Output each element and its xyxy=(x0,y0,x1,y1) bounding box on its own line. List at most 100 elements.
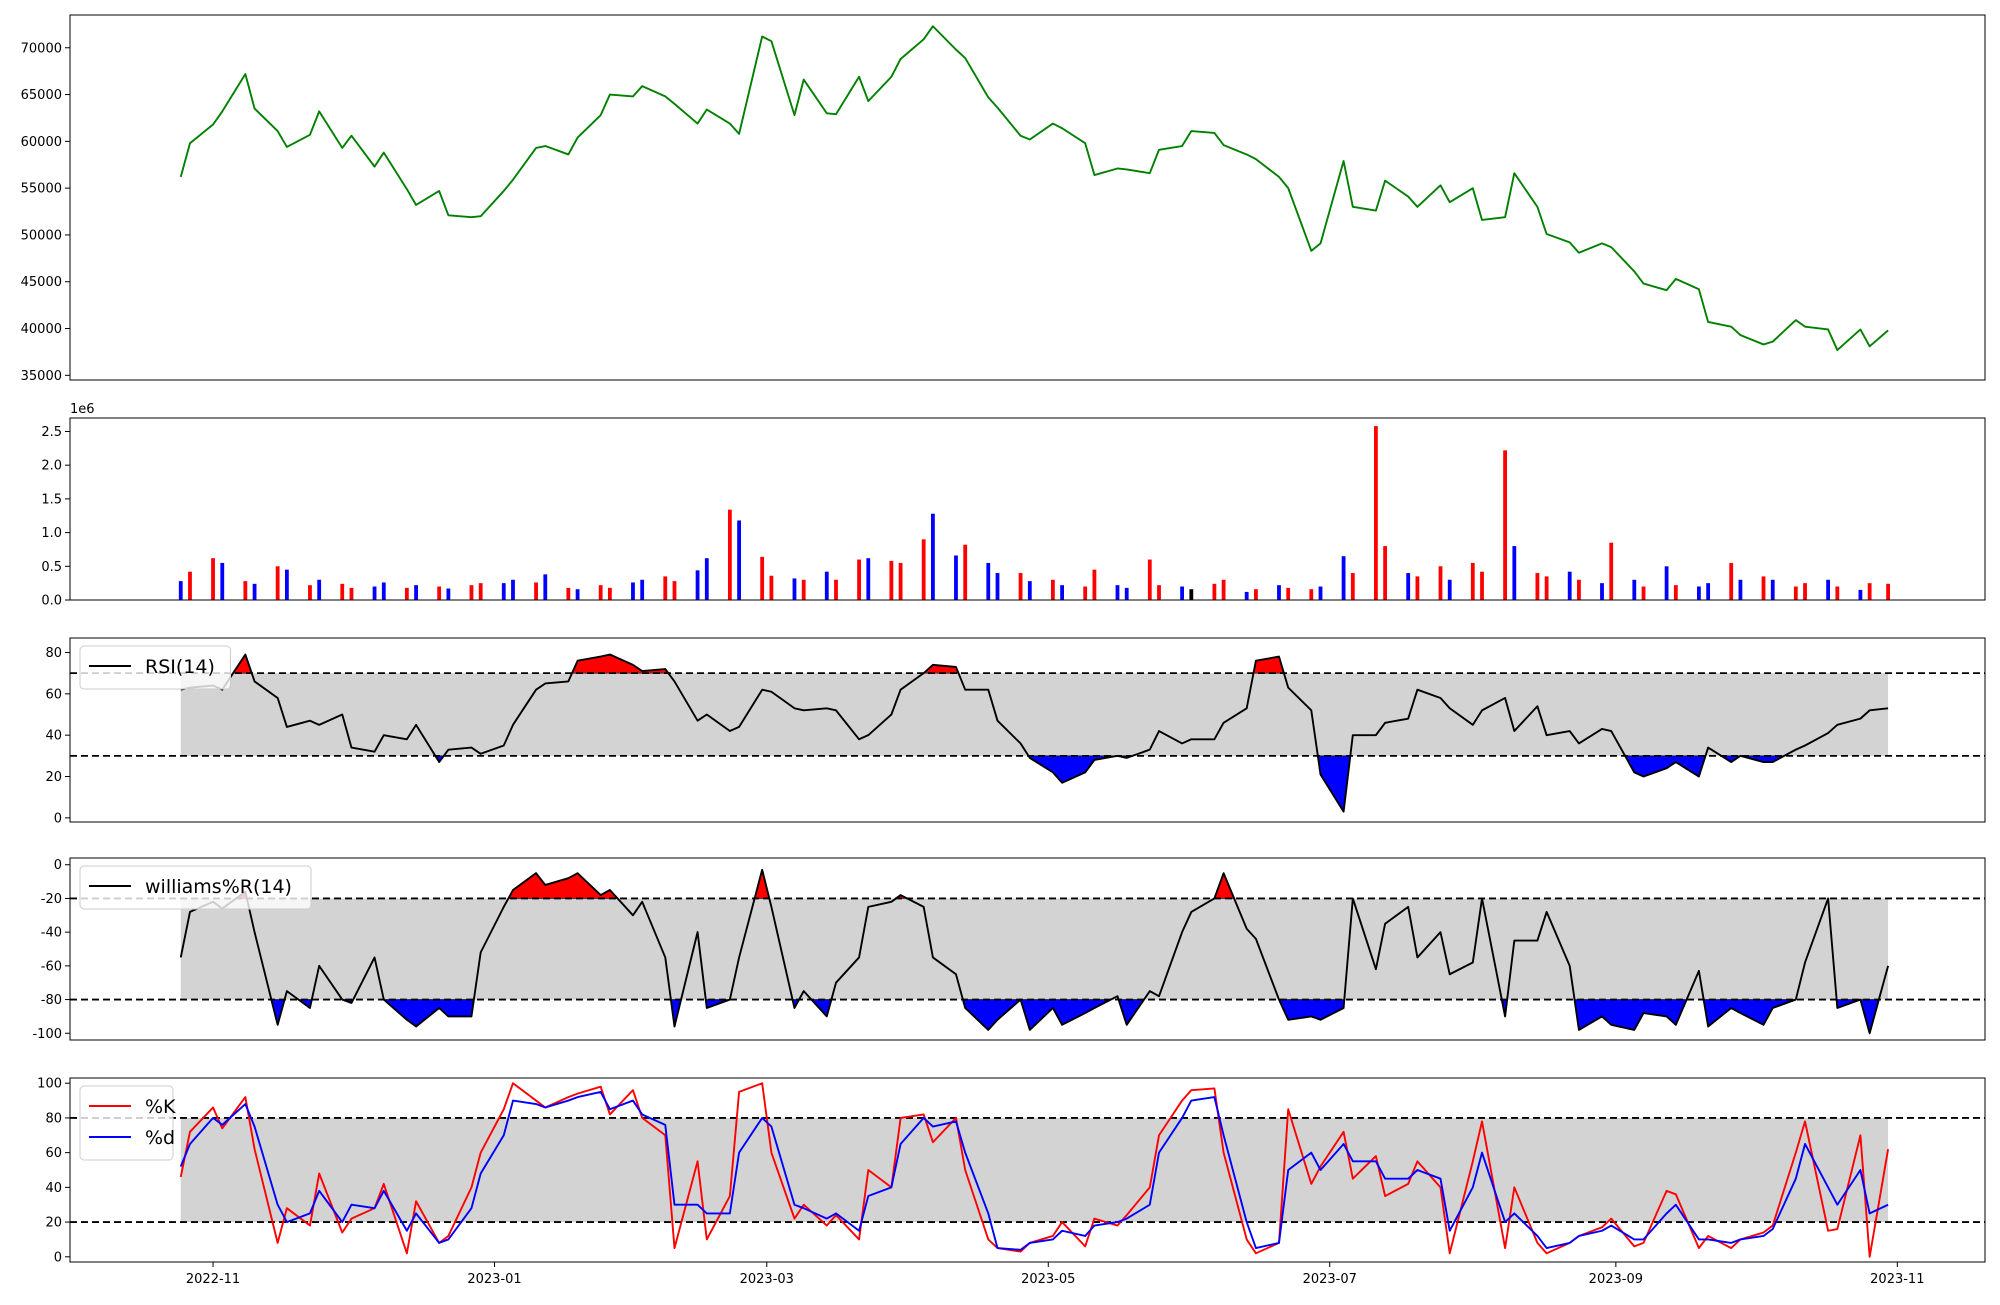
stochastic-series-line-1 xyxy=(179,1090,1889,1251)
volume-bar xyxy=(566,587,571,600)
volume-bar xyxy=(1535,573,1540,600)
volume-bar xyxy=(243,581,248,600)
volume-bar xyxy=(1793,586,1798,600)
volume-bar xyxy=(534,582,538,600)
stochastic-y-tick-label: 100 xyxy=(37,1077,62,1092)
volume-bar xyxy=(1318,586,1323,600)
price-y-tick-label: 50000 xyxy=(21,228,62,243)
volume-bar xyxy=(575,589,580,600)
volume-bar xyxy=(1115,585,1120,600)
volume-bar xyxy=(737,520,741,600)
williams-r-axes-frame xyxy=(69,857,1986,1041)
volume-y-tick-label: 0.5 xyxy=(41,560,62,575)
volume-bar xyxy=(446,588,451,600)
volume-y-tick-label: 2.0 xyxy=(41,459,62,474)
williams-r-y-tick-label: -60 xyxy=(41,959,62,974)
volume-bar xyxy=(1373,426,1378,600)
volume-bar xyxy=(178,581,183,600)
stochastic-panel: 0 20 40 60 80 100 2022-11 2023-01 2023-03 2023-05… xyxy=(37,1077,1986,1287)
volume-bar xyxy=(1212,583,1217,600)
volume-bar xyxy=(986,562,991,600)
volume-bar xyxy=(995,573,1000,600)
volume-panel: 1e6 0.0 0.5 1.0 1.5 2.0 2.5 xyxy=(41,402,1986,609)
volume-bar xyxy=(1886,583,1890,600)
price-y-tick-label: 45000 xyxy=(21,275,62,290)
price-y-tick-label: 70000 xyxy=(21,41,62,56)
volume-bar xyxy=(1050,579,1055,600)
volume-bar xyxy=(1350,573,1355,600)
volume-bar xyxy=(1438,566,1443,600)
volume-bar xyxy=(211,558,215,600)
volume-bar xyxy=(252,583,257,600)
volume-bar xyxy=(1858,589,1863,600)
volume-bar xyxy=(1600,583,1604,600)
rsi-plot-area xyxy=(70,653,1985,813)
volume-bar xyxy=(501,583,506,600)
volume-bar xyxy=(308,585,312,600)
volume-plot-area xyxy=(178,426,1890,600)
volume-bar xyxy=(598,585,603,600)
volume-bar xyxy=(727,509,732,600)
stochastic-band xyxy=(180,1117,1889,1223)
williams-r-y-tick-label: -20 xyxy=(41,892,62,907)
price-y-tick-label: 60000 xyxy=(21,135,62,150)
stochastic-legend-label: %K xyxy=(145,1096,176,1118)
volume-bar xyxy=(1189,589,1194,600)
x-tick-label: 2023-03 xyxy=(740,1272,794,1287)
x-tick-label: 2023-11 xyxy=(1870,1272,1924,1287)
volume-bar xyxy=(1221,579,1226,600)
volume-bar xyxy=(663,576,668,600)
volume-axes-frame xyxy=(69,417,1986,601)
volume-bar xyxy=(1770,579,1775,600)
volume-bar xyxy=(760,556,765,600)
volume-bar xyxy=(1341,556,1346,600)
volume-bar xyxy=(1018,573,1023,600)
price-series-line-0 xyxy=(179,25,1889,351)
stochastic-axes-frame xyxy=(69,1077,1986,1263)
volume-bar xyxy=(188,571,192,600)
volume-bar xyxy=(478,583,483,600)
volume-bar xyxy=(1092,569,1097,600)
volume-bar xyxy=(469,585,474,600)
rsi-y-tick-label: 60 xyxy=(45,687,62,702)
volume-bar xyxy=(1706,583,1711,600)
williams-r-band xyxy=(180,898,1889,1000)
volume-y-tick-label: 0.0 xyxy=(41,594,62,609)
volume-bar xyxy=(1244,591,1249,600)
williams-r-y-tick-label: -100 xyxy=(32,1027,62,1042)
volume-bar xyxy=(1738,579,1743,600)
volume-bar xyxy=(1447,579,1452,600)
x-tick-label: 2023-01 xyxy=(467,1272,521,1287)
rsi-y-tick-label: 0 xyxy=(54,811,62,826)
volume-bar xyxy=(889,560,894,600)
volume-bar xyxy=(921,539,926,600)
volume-bar xyxy=(704,558,709,600)
volume-bar xyxy=(381,582,386,600)
volume-bar xyxy=(1512,546,1517,600)
volume-y-tick-label: 1.5 xyxy=(41,492,62,507)
volume-bar xyxy=(1641,586,1646,600)
volume-bar xyxy=(607,587,612,600)
volume-bar xyxy=(640,579,645,600)
volume-bar xyxy=(1083,586,1088,600)
volume-bar xyxy=(834,579,838,600)
volume-bar xyxy=(1632,579,1637,600)
williams-r-y-tick-label: -40 xyxy=(41,926,62,941)
volume-bar xyxy=(1277,585,1281,600)
volume-bar xyxy=(1673,585,1678,600)
volume-bar xyxy=(1383,546,1388,600)
rsi-y-tick-label: 20 xyxy=(45,770,62,785)
volume-bar xyxy=(1697,586,1701,600)
volume-bar xyxy=(1286,587,1291,600)
rsi-legend-box xyxy=(79,645,231,690)
williams-r-y-tick-label: -80 xyxy=(41,993,62,1008)
volume-bar xyxy=(1826,579,1831,600)
stochastic-legend-label: %d xyxy=(145,1127,175,1149)
volume-bar xyxy=(695,570,700,600)
volume-bar xyxy=(317,579,322,600)
volume-bar xyxy=(1470,562,1475,600)
volume-bar xyxy=(1664,566,1669,600)
x-tick-label: 2023-07 xyxy=(1303,1272,1357,1287)
